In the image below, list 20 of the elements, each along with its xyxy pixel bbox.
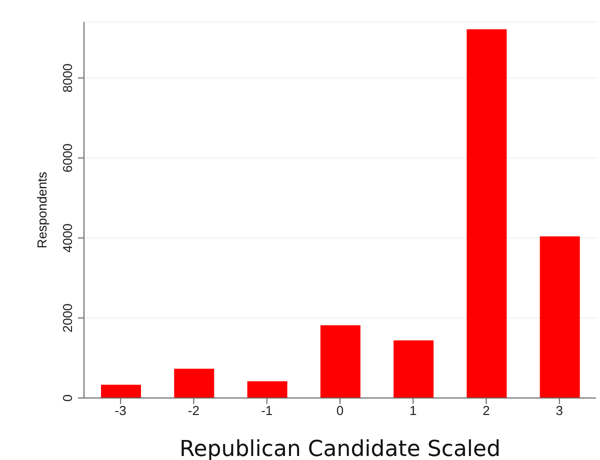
- y-tick-label: 0: [60, 394, 75, 402]
- x-tick-label: -1: [261, 403, 273, 418]
- y-tick-label: 6000: [60, 144, 75, 172]
- bar: [247, 381, 288, 398]
- x-tick-label: 2: [482, 403, 490, 418]
- x-tick-label: 0: [336, 403, 344, 418]
- x-tick-label: 1: [410, 403, 417, 418]
- bar: [394, 340, 434, 398]
- x-tick-label: 3: [556, 403, 564, 418]
- bar: [101, 384, 141, 398]
- x-tick-label: -2: [188, 403, 200, 418]
- x-tick-label: -3: [114, 403, 126, 418]
- y-tick-label: 2000: [60, 304, 75, 332]
- bar: [174, 368, 214, 398]
- y-tick-label: 4000: [60, 224, 75, 252]
- y-tick-label: 8000: [60, 64, 75, 92]
- bar: [540, 236, 580, 398]
- y-axis-title: Respondents: [34, 171, 50, 248]
- bar: [320, 325, 360, 398]
- bar: [466, 29, 507, 398]
